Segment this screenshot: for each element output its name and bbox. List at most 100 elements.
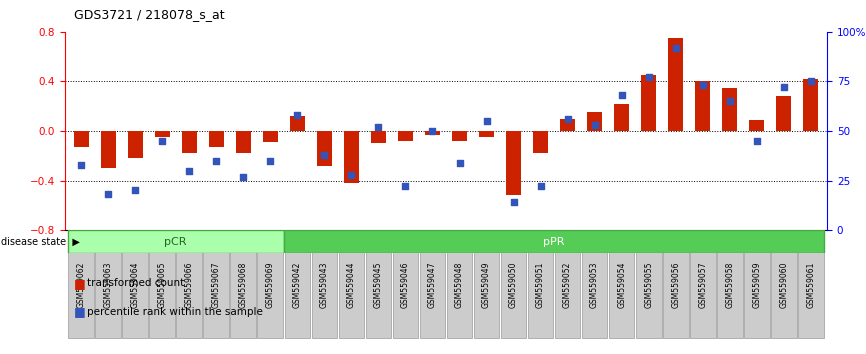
Text: GSM559058: GSM559058	[725, 262, 734, 308]
Text: GSM559050: GSM559050	[509, 262, 518, 308]
Bar	[662, 232, 688, 338]
Bar	[128, 131, 143, 158]
Point	[453, 160, 467, 166]
Bar	[771, 232, 797, 338]
Point	[101, 192, 115, 197]
Bar	[284, 230, 824, 253]
Point	[74, 162, 88, 167]
Bar	[371, 131, 386, 143]
Text: GSM559047: GSM559047	[428, 262, 437, 308]
Bar	[501, 232, 527, 338]
Text: GSM559060: GSM559060	[779, 262, 788, 308]
Text: GSM559067: GSM559067	[212, 262, 221, 308]
Point	[723, 98, 737, 104]
Text: GSM559049: GSM559049	[482, 262, 491, 308]
Text: GSM559062: GSM559062	[77, 262, 86, 308]
Bar	[420, 232, 445, 338]
Bar	[365, 232, 391, 338]
Point	[560, 116, 574, 122]
Bar	[236, 131, 251, 153]
Text: GSM559059: GSM559059	[753, 262, 761, 308]
Point	[750, 138, 764, 144]
Bar	[177, 232, 202, 338]
Text: GSM559065: GSM559065	[158, 262, 167, 308]
Bar	[263, 131, 278, 142]
Point	[318, 152, 332, 158]
Text: GSM559054: GSM559054	[617, 262, 626, 308]
Bar	[150, 232, 175, 338]
Point	[669, 45, 682, 51]
Bar	[641, 75, 656, 131]
Bar	[95, 232, 121, 338]
Bar	[425, 131, 440, 135]
Text: GSM559066: GSM559066	[184, 262, 194, 308]
Bar	[339, 232, 365, 338]
Point	[425, 128, 439, 134]
Bar	[636, 232, 662, 338]
Bar	[506, 131, 521, 195]
Bar	[122, 232, 148, 338]
Point	[236, 174, 250, 179]
Bar	[560, 119, 575, 131]
Bar	[555, 232, 580, 338]
Point	[777, 85, 791, 90]
Bar	[257, 232, 283, 338]
Bar	[447, 232, 472, 338]
Bar	[587, 113, 602, 131]
Text: GSM559052: GSM559052	[563, 262, 572, 308]
Bar	[317, 131, 332, 166]
Point	[128, 188, 142, 193]
Bar	[285, 232, 310, 338]
Point	[210, 158, 223, 164]
Bar	[312, 232, 337, 338]
Bar	[290, 116, 305, 131]
Bar	[527, 232, 553, 338]
Point	[155, 138, 169, 144]
Point	[507, 200, 520, 205]
Bar	[695, 81, 710, 131]
Text: GSM559042: GSM559042	[293, 262, 302, 308]
Bar	[804, 79, 818, 131]
Bar	[74, 131, 88, 147]
Bar	[744, 232, 770, 338]
Text: GDS3721 / 218078_s_at: GDS3721 / 218078_s_at	[74, 8, 224, 21]
Point	[533, 184, 547, 189]
Text: disease state  ▶: disease state ▶	[1, 236, 80, 247]
Bar	[230, 232, 256, 338]
Point	[372, 124, 385, 130]
Bar	[68, 230, 284, 253]
Bar	[749, 120, 764, 131]
Point	[345, 172, 359, 177]
Bar	[392, 232, 418, 338]
Bar	[204, 232, 229, 338]
Bar	[722, 88, 737, 131]
Point	[804, 79, 818, 84]
Bar	[614, 104, 629, 131]
Point	[263, 158, 277, 164]
Bar	[582, 232, 607, 338]
Bar	[452, 131, 467, 141]
Text: GSM559063: GSM559063	[104, 262, 113, 308]
Text: pPR: pPR	[543, 236, 565, 247]
Bar	[68, 232, 94, 338]
Text: percentile rank within the sample: percentile rank within the sample	[87, 307, 262, 316]
Text: GSM559051: GSM559051	[536, 262, 545, 308]
Point	[480, 118, 494, 124]
Text: GSM559055: GSM559055	[644, 262, 653, 308]
Bar	[690, 232, 715, 338]
Point	[588, 122, 602, 128]
Text: GSM559043: GSM559043	[320, 262, 329, 308]
Point	[642, 75, 656, 80]
Bar	[182, 131, 197, 153]
Text: ■: ■	[74, 305, 86, 318]
Text: GSM559046: GSM559046	[401, 262, 410, 308]
Bar	[533, 131, 548, 153]
Bar	[479, 131, 494, 137]
Bar	[776, 96, 792, 131]
Point	[398, 184, 412, 189]
Point	[290, 112, 304, 118]
Bar	[798, 232, 824, 338]
Bar	[717, 232, 742, 338]
Text: GSM559048: GSM559048	[455, 262, 464, 308]
Text: transformed count: transformed count	[87, 278, 184, 288]
